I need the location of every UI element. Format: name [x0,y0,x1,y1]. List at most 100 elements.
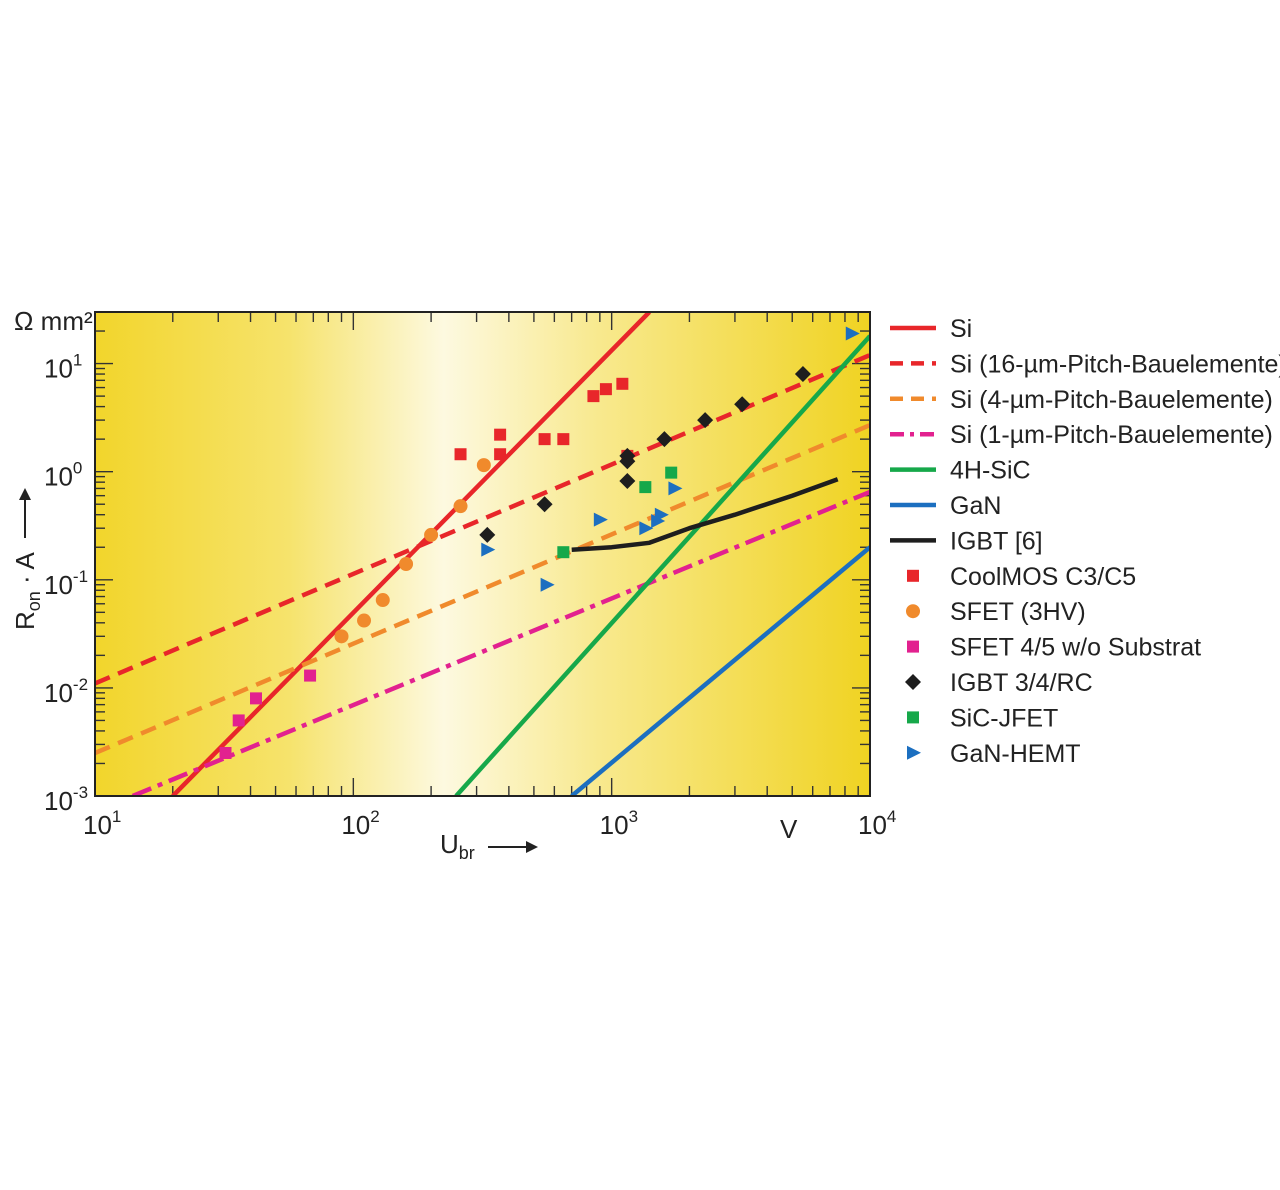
legend-item-si-16-m-pitch-bauelemente: Si (16-µm-Pitch-Bauelemente) [890,350,1280,378]
y-tick-label-base: 10 [44,462,73,492]
legend-item-sic-jfet: SiC-JFET [907,704,1058,732]
marker-sfet-3hv [334,629,349,644]
marker-gan-hemt [845,326,860,341]
x-tick-label: 104 [858,807,896,840]
y-tick-label-exp: -1 [73,567,88,586]
marker-sfet-3hv [375,593,390,608]
x-tick-label-exp: 4 [887,807,896,826]
series-line-igbt-6 [571,477,839,552]
x-tick-labels: 101 102 103 104 [83,807,896,840]
x-axis-label-main: U [440,829,459,859]
x-tick-label-base: 10 [858,810,887,840]
marker-igbt-3-4-rc [479,526,496,543]
marker-sfet-3hv [424,527,439,542]
marker-coolmos-c3-c5 [454,448,467,461]
marker-coolmos-c3-c5 [494,448,507,461]
y-unit-label: Ω mm² [14,306,93,336]
y-axis-label-sub: on [24,591,44,611]
legend-label: Si (16-µm-Pitch-Bauelemente) [950,350,1280,378]
marker-coolmos-c3-c5 [599,383,612,396]
y-tick-label-base: 10 [44,570,73,600]
x-axis-label-sub: br [459,843,475,863]
y-tick-label: 10-3 [44,783,88,816]
marker-sfet-3hv [399,556,414,571]
legend-swatch [907,569,919,582]
y-tick-label-base: 10 [44,678,73,708]
legend-item-si: Si [890,315,972,343]
series-line-si-1-m-pitch-bauelemente [131,489,870,796]
y-tick-label-exp: -2 [73,675,88,694]
legend-swatch [905,674,921,690]
marker-gan-hemt [651,513,666,528]
legend-item-si-1-m-pitch-bauelemente: Si (1-µm-Pitch-Bauelemente) [890,421,1273,449]
marker-gan-hemt [481,542,496,557]
legend-item-gan-hemt: GaN-HEMT [907,740,1081,768]
y-tick-label-exp: 1 [73,351,82,370]
marker-sfet-4-5-w-o-substrat [304,669,317,682]
legend-label: GaN [950,492,1001,520]
x-axis-label: Ubr [440,829,538,863]
marker-igbt-3-4-rc [656,431,673,448]
x-tick-label-base: 10 [341,810,370,840]
legend-item-sfet-4-5-w-o-substrat: SFET 4/5 w/o Substrat [907,634,1201,662]
legend-item-coolmos-c3-c5: CoolMOS C3/C5 [907,563,1136,591]
legend-label: Si [950,315,972,343]
y-tick-label-exp: 0 [73,459,82,478]
marker-gan-hemt [668,481,683,496]
series-line-si [171,312,652,796]
x-tick-label-base: 10 [600,810,629,840]
y-tick-label-exp: -3 [73,783,88,802]
y-tick-label-base: 10 [44,354,73,384]
marker-coolmos-c3-c5 [557,433,570,446]
y-tick-label: 10-1 [44,567,88,600]
marker-gan-hemt [639,521,654,536]
x-axis-arrowhead-icon [526,841,538,853]
axis-ticks [94,311,870,797]
marker-sic-jfet [557,546,570,559]
marker-gan-hemt [593,512,608,527]
y-tick-label: 100 [44,459,82,492]
x-tick-label-exp: 1 [112,807,121,826]
marker-sfet-3hv [357,613,372,628]
legend-swatch [907,745,921,760]
legend-label: CoolMOS C3/C5 [950,563,1136,591]
marker-sfet-4-5-w-o-substrat [232,714,245,727]
legend-label: SFET (3HV) [950,598,1086,626]
legend-item-4h-sic: 4H-SiC [890,457,1031,485]
legend-item-si-4-m-pitch-bauelemente: Si (4-µm-Pitch-Bauelemente) [890,386,1273,414]
marker-sfet-4-5-w-o-substrat [219,746,232,759]
y-tick-label: 10-2 [44,675,88,708]
legend-swatch [907,640,919,653]
marker-sic-jfet [639,481,652,494]
legend-item-gan: GaN [890,492,1001,520]
x-tick-label: 102 [341,807,379,840]
marker-igbt-3-4-rc [794,366,811,383]
svg-text:Ron · A: Ron · A [10,552,44,630]
legend-label: SiC-JFET [950,704,1058,732]
svg-text:Ubr: Ubr [440,829,475,863]
legend-swatch [906,604,920,619]
legend: Si Si (16-µm-Pitch-Bauelemente) Si (4-µm-P… [890,315,1280,768]
legend-label: 4H-SiC [950,457,1031,485]
x-tick-label-base: 10 [83,810,112,840]
legend-item-igbt-6: IGBT [6] [890,527,1043,555]
y-axis-arrowhead-icon [19,488,31,500]
marker-igbt-3-4-rc [536,496,553,513]
y-tick-label-base: 10 [44,786,73,816]
y-axis-label: Ron · A [10,488,44,630]
marker-coolmos-c3-c5 [494,428,507,441]
plot-frame [94,311,871,797]
marker-igbt-3-4-rc [619,447,636,464]
x-tick-label: 101 [83,807,121,840]
marker-gan-hemt [654,507,669,522]
legend-item-sfet-3hv: SFET (3HV) [906,598,1086,626]
marker-gan-hemt [540,577,555,592]
y-tick-label: 101 [44,351,82,384]
legend-label: Si (1-µm-Pitch-Bauelemente) [950,421,1273,449]
series-line-4h-sic [454,334,870,796]
x-unit-label: V [780,814,798,844]
marker-coolmos-c3-c5 [538,433,551,446]
x-tick-label: 103 [600,807,638,840]
